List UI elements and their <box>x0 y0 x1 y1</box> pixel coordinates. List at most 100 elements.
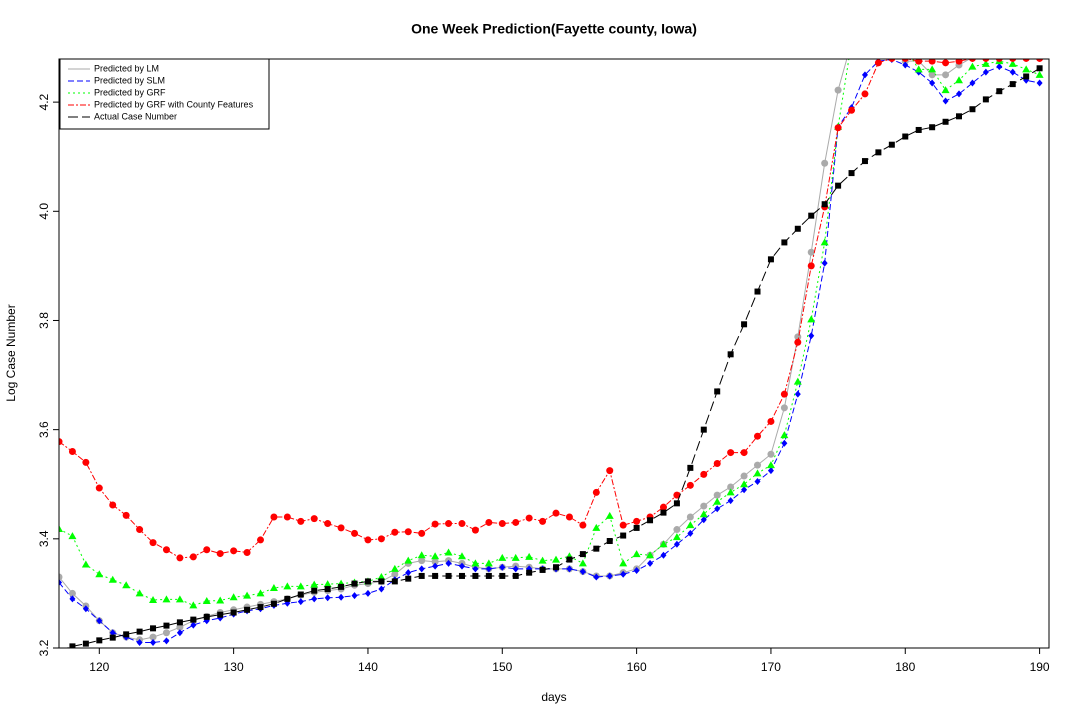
point <box>794 390 801 398</box>
point <box>861 90 869 98</box>
point <box>95 484 103 492</box>
point <box>982 68 989 76</box>
point <box>418 572 425 579</box>
point <box>754 432 762 440</box>
point <box>1008 59 1017 67</box>
point <box>270 600 277 607</box>
x-axis-label: days <box>541 690 566 704</box>
point <box>445 520 453 528</box>
point <box>243 591 252 599</box>
point <box>364 578 371 585</box>
point <box>673 526 681 534</box>
point <box>754 478 761 486</box>
point <box>69 595 76 603</box>
point <box>391 570 399 578</box>
y-tick-label: 3.2 <box>37 639 51 656</box>
point <box>981 59 990 67</box>
point <box>740 480 749 488</box>
point <box>190 621 197 629</box>
x-tick-label: 180 <box>895 660 915 674</box>
point <box>323 580 332 588</box>
legend-label: Predicted by LM <box>94 63 159 73</box>
point <box>861 71 868 79</box>
y-tick-label: 3.6 <box>37 421 51 438</box>
point <box>902 133 909 140</box>
point <box>996 88 1003 95</box>
point <box>969 106 976 113</box>
point <box>176 629 183 637</box>
point <box>351 529 359 537</box>
point <box>81 560 90 568</box>
point <box>96 637 103 644</box>
x-tick-label: 170 <box>761 660 781 674</box>
point <box>136 628 143 635</box>
point <box>297 591 304 598</box>
point <box>995 59 1003 62</box>
point <box>176 554 184 562</box>
point <box>391 528 399 536</box>
point <box>404 528 412 536</box>
point <box>996 63 1003 71</box>
point <box>472 565 479 573</box>
point <box>807 262 815 270</box>
point <box>431 520 439 528</box>
point <box>861 158 868 165</box>
point <box>982 96 989 103</box>
point <box>311 587 318 594</box>
point <box>485 518 493 526</box>
point <box>929 79 936 87</box>
point <box>686 513 694 521</box>
point <box>767 450 775 458</box>
point <box>780 390 788 398</box>
point <box>794 225 801 232</box>
point <box>109 629 116 637</box>
point <box>297 598 304 606</box>
point <box>955 76 963 84</box>
point <box>458 562 465 570</box>
point <box>821 159 829 167</box>
point <box>176 623 184 631</box>
point <box>766 461 775 469</box>
point <box>216 596 225 604</box>
point <box>834 124 842 132</box>
point <box>458 520 466 528</box>
point <box>713 497 722 505</box>
point <box>620 570 627 578</box>
point <box>605 511 614 519</box>
point <box>296 582 305 590</box>
point <box>807 248 815 256</box>
point <box>982 59 990 62</box>
point <box>593 573 600 581</box>
point <box>1035 70 1044 78</box>
point <box>378 578 385 585</box>
point <box>902 61 909 69</box>
point <box>498 520 506 528</box>
point <box>176 619 183 626</box>
point <box>149 633 157 641</box>
point <box>579 568 586 576</box>
point <box>713 491 721 499</box>
legend-label: Predicted by GRF <box>94 87 166 97</box>
point <box>929 124 936 131</box>
point <box>968 59 976 62</box>
point <box>914 65 923 73</box>
point <box>968 62 977 70</box>
point <box>619 559 628 567</box>
point <box>686 481 694 489</box>
point <box>835 182 842 189</box>
point <box>928 65 937 73</box>
point <box>942 118 949 125</box>
point <box>700 502 708 510</box>
point <box>848 106 856 114</box>
point <box>431 552 440 560</box>
point <box>874 59 882 67</box>
point <box>820 238 829 246</box>
point <box>956 90 962 98</box>
chart-title: One Week Prediction(Fayette county, Iowa… <box>411 21 697 37</box>
point <box>512 572 519 579</box>
y-axis-label: Log Case Number <box>4 304 18 401</box>
plot-frame <box>58 58 1050 649</box>
point <box>619 521 627 529</box>
point <box>364 536 372 544</box>
x-tick-label: 150 <box>492 660 512 674</box>
